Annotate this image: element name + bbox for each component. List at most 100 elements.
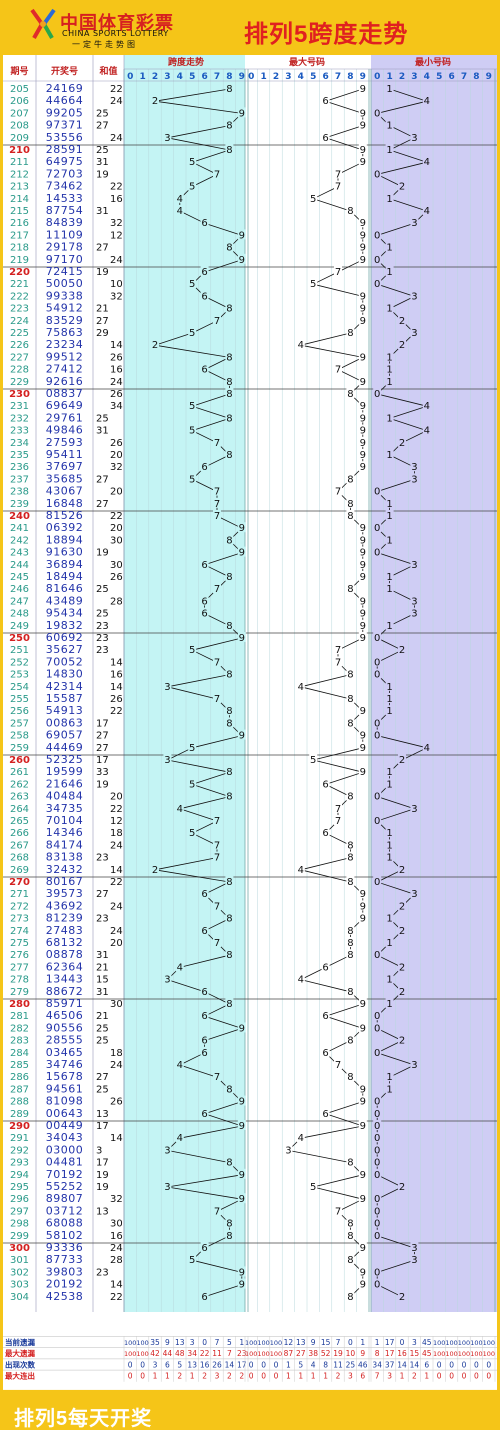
row-sum: 23 [96, 633, 109, 644]
trend-line-span [192, 405, 230, 419]
value-bg-max [358, 436, 367, 447]
trend-line-span [204, 1235, 230, 1249]
digit-header-min: 2 [399, 72, 405, 82]
value-min: 3 [411, 609, 417, 620]
value-span: 7 [214, 584, 220, 595]
stats-value-max: 2 [336, 1372, 341, 1381]
row-draw: 49846 [46, 424, 84, 437]
row-draw: 20192 [46, 1278, 84, 1291]
value-max: 9 [360, 352, 366, 363]
row-sum: 19 [96, 779, 109, 790]
row-sum: 24 [110, 377, 123, 388]
value-span: 7 [214, 169, 220, 180]
value-bg-min [385, 83, 394, 93]
value-max: 9 [360, 255, 366, 266]
row-sum: 25 [96, 413, 109, 424]
row-sum: 25 [96, 108, 109, 119]
row-draw: 94561 [46, 1082, 84, 1095]
value-span: 5 [189, 743, 195, 754]
value-min: 1 [386, 853, 392, 864]
row-draw: 00643 [46, 1107, 84, 1120]
value-min: 1 [386, 914, 392, 925]
value-min: 1 [386, 828, 392, 839]
stats-value-min: 6 [424, 1360, 429, 1369]
row-draw: 14830 [46, 668, 84, 681]
value-bg-span [237, 729, 246, 740]
trend-line-span [204, 564, 230, 578]
value-max: 5 [310, 1182, 316, 1193]
value-bg-min [385, 1083, 394, 1094]
value-bg-span [237, 1278, 246, 1289]
trend-line-max [300, 979, 351, 993]
value-bg-span [213, 497, 221, 508]
trend-line-span [204, 991, 230, 1005]
row-issue: 226 [10, 340, 29, 351]
row-issue: 222 [10, 291, 29, 302]
value-bg-min [410, 1059, 419, 1069]
value-min: 2 [399, 316, 405, 327]
value-span: 3 [164, 1182, 170, 1193]
value-bg-max [358, 412, 367, 423]
value-bg-span [188, 278, 197, 289]
row-sum: 27 [96, 743, 109, 754]
value-bg-span [237, 522, 246, 533]
value-bg-span [213, 1071, 221, 1082]
value-bg-min [373, 1278, 382, 1289]
value-max: 5 [310, 194, 316, 205]
row-draw: 03465 [46, 1046, 84, 1059]
value-min: 0 [374, 633, 380, 644]
trend-line-min [401, 430, 427, 444]
value-bg-max [321, 961, 330, 972]
value-bg-max [346, 1156, 355, 1167]
row-draw: 37697 [46, 460, 84, 473]
stats-value-min: 0 [437, 1372, 442, 1381]
value-bg-max [358, 1278, 367, 1289]
value-bg-min [410, 888, 419, 899]
stats-value-max: 19 [333, 1349, 343, 1358]
row-draw: 91630 [46, 546, 84, 559]
value-span: 2 [152, 340, 158, 351]
stats-value-min: 1 [400, 1372, 405, 1381]
row-draw: 34746 [46, 1058, 84, 1071]
value-bg-span [188, 1254, 197, 1265]
value-bg-span [237, 107, 246, 118]
value-bg-span [225, 705, 234, 716]
value-bg-span [225, 619, 234, 630]
value-max: 9 [360, 999, 366, 1010]
value-min: 3 [411, 596, 417, 607]
value-bg-max [358, 1193, 367, 1204]
value-bg-max [358, 900, 367, 911]
trend-line-span [154, 344, 230, 358]
row-issue: 304 [10, 1292, 29, 1303]
value-span: 4 [177, 1060, 183, 1071]
row-issue: 210 [9, 145, 30, 156]
value-bg-span [200, 461, 209, 472]
trend-line-span [167, 674, 230, 688]
value-bg-span [200, 1034, 209, 1045]
value-max: 7 [335, 804, 341, 815]
value-min: 1 [386, 84, 392, 95]
value-bg-span [225, 912, 234, 923]
trend-line-min [389, 88, 427, 102]
value-bg-span [200, 266, 209, 276]
row-issue: 295 [10, 1182, 29, 1193]
logo-subtitle: CHINA SPORTS LOTTERY [62, 29, 169, 38]
trend-line-max [337, 357, 363, 370]
row-draw: 53556 [46, 131, 84, 144]
value-bg-span [237, 632, 246, 642]
row-draw: 44664 [46, 94, 84, 107]
row-issue: 213 [10, 182, 29, 193]
value-max: 9 [360, 889, 366, 900]
value-span: 3 [164, 975, 170, 986]
row-draw: 70052 [46, 655, 84, 668]
value-bg-min [398, 314, 406, 325]
value-bg-span [163, 973, 172, 984]
row-sum: 23 [96, 621, 109, 632]
value-bg-min [373, 1095, 382, 1106]
value-max: 9 [360, 450, 366, 461]
value-bg-span [188, 741, 197, 752]
trend-line-max [313, 759, 363, 773]
value-bg-max [346, 327, 355, 337]
value-bg-min [385, 693, 394, 703]
row-issue: 249 [10, 621, 29, 632]
